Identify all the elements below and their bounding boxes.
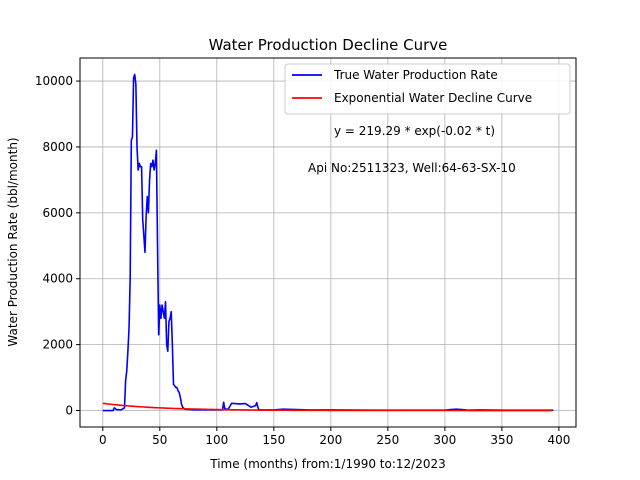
x-tick-label: 400 bbox=[547, 433, 570, 447]
x-tick-label: 250 bbox=[376, 433, 399, 447]
y-tick-label: 6000 bbox=[42, 206, 73, 220]
chart-title: Water Production Decline Curve bbox=[209, 36, 448, 54]
series-line-exponential-decline bbox=[102, 402, 553, 412]
well-annotation: Api No:2511323, Well:64-63-SX-10 bbox=[308, 161, 516, 175]
x-tick-label: 150 bbox=[262, 433, 285, 447]
y-axis-ticks: 0 2000 4000 6000 8000 10000 bbox=[35, 74, 80, 418]
y-tick-label: 4000 bbox=[42, 272, 73, 286]
x-tick-label: 0 bbox=[99, 433, 107, 447]
y-tick-label: 8000 bbox=[42, 140, 73, 154]
y-tick-label: 10000 bbox=[35, 74, 73, 88]
x-axis-ticks: 0 50 100 150 200 250 300 350 400 bbox=[99, 427, 570, 447]
legend-label-true-rate: True Water Production Rate bbox=[333, 68, 498, 82]
x-tick-label: 100 bbox=[205, 433, 228, 447]
x-tick-label: 350 bbox=[490, 433, 513, 447]
x-axis-label: Time (months) from:1/1990 to:12/2023 bbox=[209, 457, 446, 471]
y-tick-label: 0 bbox=[65, 404, 73, 418]
x-tick-label: 300 bbox=[433, 433, 456, 447]
legend: True Water Production Rate Exponential W… bbox=[284, 63, 571, 115]
equation-annotation: y = 219.29 * exp(-0.02 * t) bbox=[334, 124, 495, 138]
legend-label-exponential: Exponential Water Decline Curve bbox=[334, 91, 532, 105]
x-tick-label: 200 bbox=[319, 433, 342, 447]
y-axis-label: Water Production Rate (bbl/month) bbox=[6, 137, 20, 346]
data-series bbox=[102, 73, 554, 412]
plot-frame bbox=[79, 57, 577, 428]
legend-box bbox=[284, 63, 571, 115]
y-tick-label: 2000 bbox=[42, 338, 73, 352]
x-tick-label: 50 bbox=[152, 433, 167, 447]
